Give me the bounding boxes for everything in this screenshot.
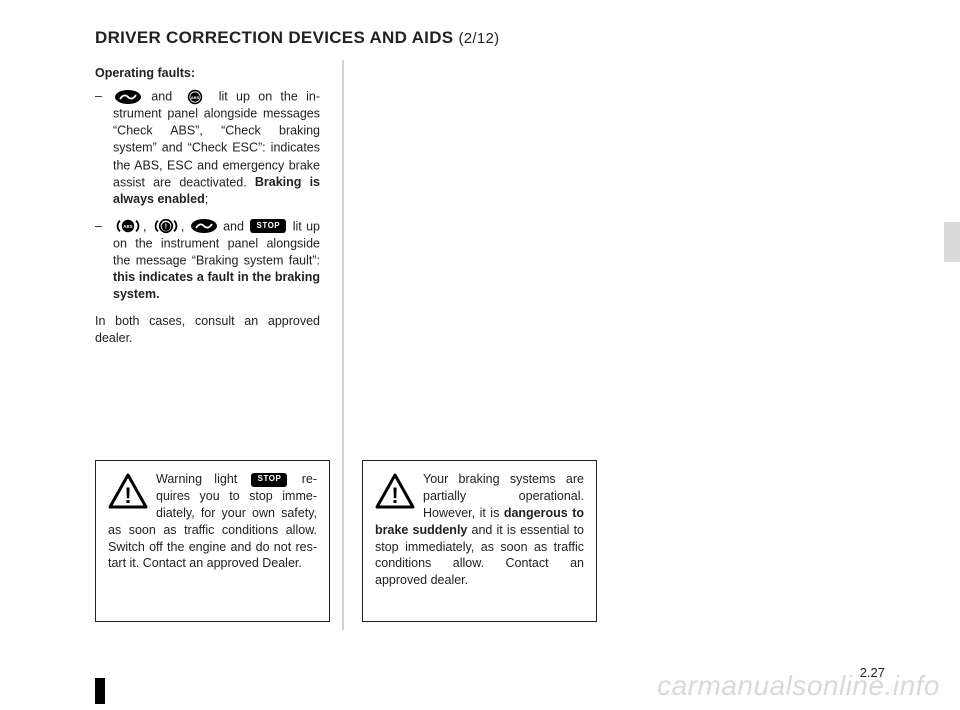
svg-text:!: ! <box>391 483 398 508</box>
brake-warning-icon: ! <box>152 218 180 234</box>
edge-tab <box>944 222 960 262</box>
skid-icon <box>114 89 142 105</box>
stop-icon: STOP <box>250 219 286 233</box>
columns: Operating faults: and ABS lit up on the … <box>95 66 880 347</box>
warning-triangle-icon: ! <box>108 473 148 509</box>
warning-box-braking: ! Your braking systems are partially ope… <box>362 460 597 622</box>
column-divider <box>342 60 344 630</box>
bold-text: this indicates a fault in the braking sy… <box>113 270 320 301</box>
fault-item-2: ABS , ! , and STOP lit up on the instrum… <box>95 218 320 303</box>
text: , <box>143 219 151 233</box>
title-text: DRIVER CORRECTION DEVICES AND AIDS <box>95 28 453 47</box>
svg-text:ABS: ABS <box>123 225 132 230</box>
svg-text:ABS: ABS <box>191 95 200 100</box>
skid-icon <box>190 218 218 234</box>
warning-box-stop: ! Warning light STOP re­quires you to st… <box>95 460 330 622</box>
abs-warning-icon: ABS <box>114 218 142 234</box>
left-column: Operating faults: and ABS lit up on the … <box>95 66 330 347</box>
stop-icon: STOP <box>251 473 287 487</box>
page-counter: (2/12) <box>458 30 499 47</box>
page-number: 2.27 <box>860 665 885 680</box>
svg-text:!: ! <box>165 223 167 231</box>
svg-text:!: ! <box>124 483 131 508</box>
operating-faults-heading: Operating faults: <box>95 66 320 80</box>
text: , <box>181 219 189 233</box>
fault-list: and ABS lit up on the in­strument panel … <box>95 88 320 303</box>
fault-item-1: and ABS lit up on the in­strument panel … <box>95 88 320 208</box>
text: and <box>219 219 249 233</box>
text: and <box>151 89 172 103</box>
manual-page: DRIVER CORRECTION DEVICES AND AIDS (2/12… <box>0 0 960 710</box>
warning-triangle-icon: ! <box>375 473 415 509</box>
crop-mark <box>95 678 105 704</box>
page-title: DRIVER CORRECTION DEVICES AND AIDS (2/12… <box>95 28 880 48</box>
watermark: carmanualsonline.info <box>657 670 940 702</box>
abs-circle-icon: ABS <box>181 89 209 105</box>
text: Warning light <box>156 472 249 486</box>
closing-text: In both cases, consult an approved deale… <box>95 313 320 347</box>
